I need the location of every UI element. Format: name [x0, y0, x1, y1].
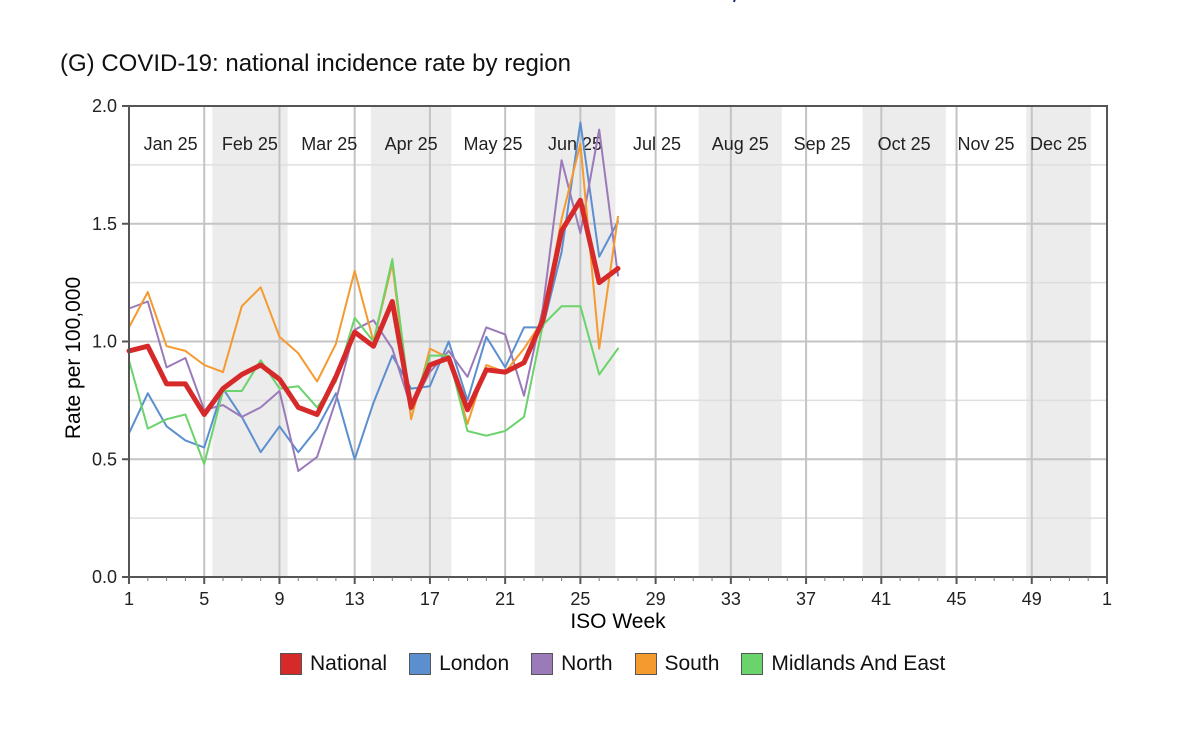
- legend-item-national: National: [280, 652, 387, 676]
- legend: National London North South Midlands And Eas…: [280, 652, 945, 676]
- month-label: Dec 25: [1030, 134, 1087, 154]
- chart-title: (G) COVID-19: national incidence rate by…: [60, 50, 571, 77]
- legend-label: National: [310, 652, 388, 675]
- series-lines: [126, 121, 621, 472]
- month-label: Feb 25: [222, 134, 278, 154]
- x-tick-label: 37: [796, 589, 816, 609]
- series-line-national: [126, 197, 621, 417]
- y-tick-label: 2.0: [92, 96, 117, 116]
- x-tick-label: 1: [1102, 589, 1112, 609]
- month-labels: Jan 25 Feb 25 Mar 25 Apr 25 May 25 Jun 25 Jul …: [144, 134, 1087, 154]
- legend-swatch: [409, 653, 432, 675]
- y-tick-label: 1.0: [92, 332, 117, 352]
- legend-label: North: [561, 652, 613, 675]
- series-line-london: [128, 121, 619, 461]
- month-label: Sep 25: [794, 134, 851, 154]
- month-label: Oct 25: [878, 134, 931, 154]
- x-tick-label: 13: [345, 589, 365, 609]
- legend-item-north: North: [531, 652, 613, 676]
- legend-item-london: London: [409, 652, 509, 676]
- month-label: Apr 25: [385, 134, 438, 154]
- x-tick-label: 1: [124, 589, 134, 609]
- x-tick-label: 9: [274, 589, 284, 609]
- month-label: Mar 25: [301, 134, 357, 154]
- legend-item-midlands-and-east: Midlands And East: [741, 652, 945, 676]
- legend-item-south: South: [634, 652, 720, 676]
- month-label: May 25: [464, 134, 523, 154]
- legend-swatch: [531, 653, 554, 675]
- month-label: Jan 25: [144, 134, 198, 154]
- month-label: Jul 25: [633, 134, 681, 154]
- month-label: Jun 25: [548, 134, 602, 154]
- x-tick-label: 5: [199, 589, 209, 609]
- legend-label: London: [439, 652, 510, 675]
- x-tick-label: 49: [1022, 589, 1042, 609]
- x-tick-label: 41: [871, 589, 891, 609]
- x-tick-label: 29: [646, 589, 666, 609]
- month-label: Nov 25: [958, 134, 1015, 154]
- chart-canvas: Jan 25 Feb 25 Mar 25 Apr 25 May 25 Jun 25 Jul …: [62, 96, 1112, 633]
- x-tick-label: 45: [947, 589, 967, 609]
- legend-swatch: [280, 653, 302, 675]
- x-tick-label: 25: [570, 589, 590, 609]
- legend-swatch: [741, 653, 764, 675]
- y-axis-label: Rate per 100,000: [62, 277, 85, 439]
- y-tick-label: 0.0: [92, 567, 117, 587]
- axes: 0.0 0.5 1.0 1.5 2.0 1 5 9 13 17 21 25 29 33 37 41 45 49 1: [92, 96, 1112, 609]
- x-axis-label: ISO Week: [570, 610, 666, 633]
- month-label: Aug 25: [712, 134, 769, 154]
- y-tick-label: 0.5: [92, 449, 117, 469]
- legend-label: South: [664, 652, 720, 675]
- x-tick-label: 33: [721, 589, 741, 609]
- legend-swatch: [634, 653, 657, 675]
- y-tick-label: 1.5: [92, 214, 117, 234]
- legend-label: Midlands And East: [771, 652, 946, 675]
- x-tick-label: 17: [420, 589, 440, 609]
- x-tick-label: 21: [495, 589, 515, 609]
